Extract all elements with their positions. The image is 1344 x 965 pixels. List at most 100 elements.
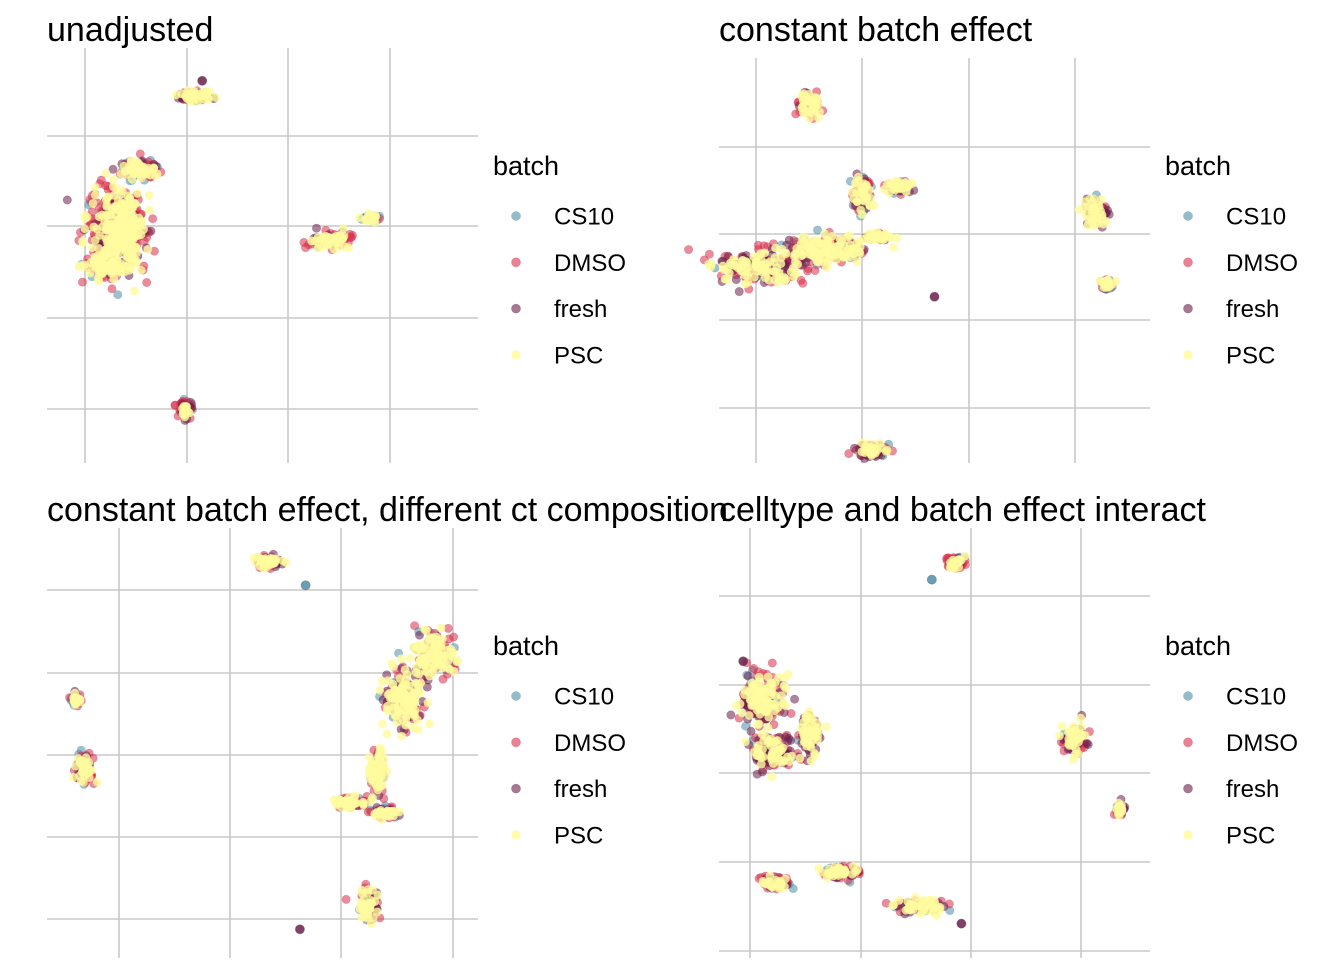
data-point [117,238,127,248]
data-point [821,722,831,732]
data-point [684,245,694,255]
legend-key [1183,691,1193,701]
data-point [953,555,963,565]
legend-key [511,350,521,360]
data-point [107,284,117,294]
legend-key [511,257,521,268]
legend-key [1183,211,1193,221]
data-point [365,898,375,908]
data-point [737,708,747,718]
legend-item-fresh: fresh [511,776,607,803]
data-point [756,255,766,265]
data-point [786,267,796,277]
data-point [762,705,772,715]
data-point [82,212,92,222]
data-point [87,243,97,253]
legend-item-dmso: DMSO [511,250,626,277]
legend-key [1183,737,1193,748]
data-point [1057,721,1067,731]
data-point [1055,731,1065,741]
legend-key [1183,350,1193,360]
legend-title: batch [1165,631,1231,661]
data-point [795,753,805,763]
legend-item-cs10: CS10 [511,684,614,711]
data-point [126,156,136,166]
data-point [780,701,790,711]
data-point [827,867,837,877]
data-point [733,263,743,273]
data-point [148,214,158,224]
data-point [76,261,86,271]
data-point [949,563,959,573]
data-point [813,236,823,246]
data-point [774,672,784,682]
legend-label: DMSO [1226,250,1298,277]
legend-label: DMSO [554,250,626,277]
scatter-points [65,549,463,935]
data-point [767,658,777,668]
data-point [889,900,899,910]
legend: batch CS10 DMSO fresh PSC [493,151,626,369]
data-point [62,195,72,205]
data-point [746,726,756,736]
data-point [375,685,385,695]
data-point [1081,210,1091,220]
data-point-outlier [294,924,305,935]
data-point [420,657,430,667]
data-point [449,666,459,676]
data-point [145,205,155,215]
data-point [761,697,771,707]
data-point [368,776,378,786]
data-point [748,695,758,705]
data-point [704,259,714,269]
data-point [90,182,100,192]
data-point [382,705,392,715]
data-point [1089,194,1099,204]
panel-title: celltype and batch effect interact [719,491,1207,529]
data-point [202,87,212,97]
data-point [1083,739,1093,749]
legend-key [511,211,521,221]
data-point [117,186,127,196]
data-point [256,556,266,566]
data-point [366,796,376,806]
data-point [1076,713,1086,723]
data-point [104,251,114,261]
data-point [107,238,117,248]
data-point [374,751,384,761]
data-point [130,286,140,296]
panel-constant-batch-effect-different-ct-composition: constant batch effect, different ct comp… [47,491,728,958]
legend-item-dmso: DMSO [511,730,626,757]
panel-celltype-and-batch-effect-interact: celltype and batch effect interact batch C… [719,491,1298,958]
data-point [367,885,377,895]
data-point [859,196,869,206]
legend-item-psc: PSC [511,342,603,369]
data-point [400,665,410,675]
data-point [112,210,122,220]
data-point [334,794,344,804]
data-point [809,252,819,262]
panel-title: constant batch effect [719,11,1033,49]
data-point [69,772,79,782]
data-point [436,623,446,633]
data-point [1071,749,1081,759]
data-point [412,715,422,725]
gridlines [47,528,478,958]
data-point [1103,278,1113,288]
data-point [762,268,772,278]
data-point [894,180,904,190]
data-point [724,268,734,278]
data-point [108,164,118,174]
data-point [769,257,779,267]
data-point [804,706,814,716]
data-point [915,901,925,911]
legend: batch CS10 DMSO fresh PSC [493,631,626,849]
data-point-outlier [926,574,937,585]
panel-unadjusted: unadjusted batch CS10 DMSO fresh PSC [47,11,626,463]
legend-label: PSC [1226,822,1275,849]
data-point [852,257,862,267]
legend-item-psc: PSC [1183,342,1275,369]
data-point [346,800,356,810]
data-point [408,723,418,733]
data-point [929,895,939,905]
